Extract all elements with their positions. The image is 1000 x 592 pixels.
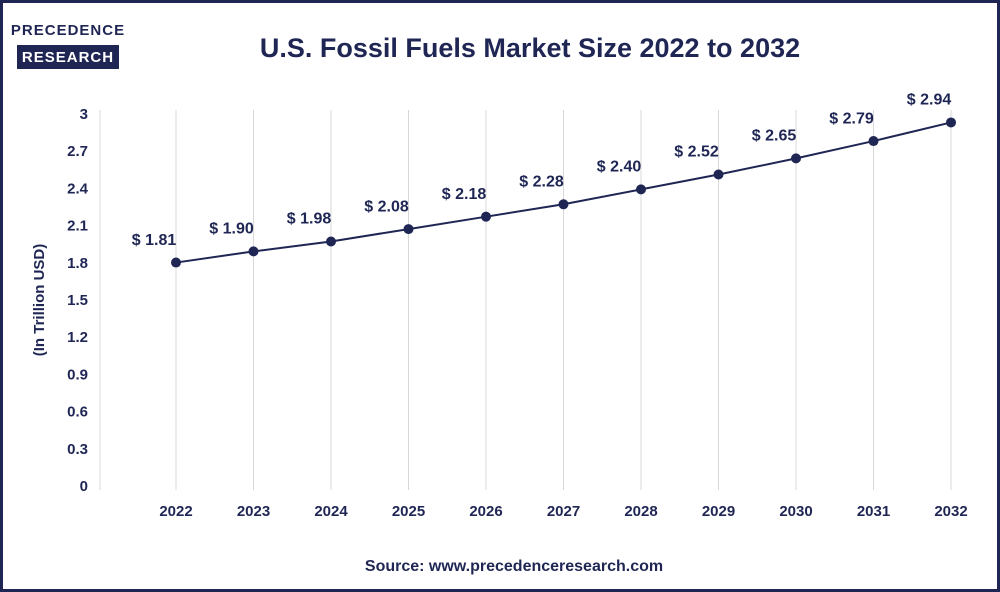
y-tick-label: 2.4 [67,180,89,197]
y-tick-label: 0.9 [67,366,88,383]
y-tick-label: 3 [80,106,88,123]
point [946,117,956,128]
point [636,184,646,195]
data-label: $ 2.18 [442,186,487,203]
logo-bottom: RESEARCH [22,49,114,66]
logo-box [17,45,119,69]
logo-top: PRECEDENCE [11,22,125,39]
y-tick-label: 1.8 [67,255,88,272]
x-tick-label: 2028 [624,503,657,520]
point [326,236,336,247]
data-label: $ 1.90 [209,221,254,238]
point [558,199,569,210]
y-tick-label: 0.3 [67,441,88,458]
x-tick-label: 2032 [934,503,967,520]
point [171,257,181,268]
y-tick-label: 2.1 [67,218,88,235]
x-tick-label: 2022 [159,503,192,520]
data-label: $ 2.52 [674,144,719,161]
point [868,136,879,147]
x-tick-label: 2026 [469,503,502,520]
x-tick-label: 2031 [857,503,890,520]
logo: PRECEDENCE RESEARCH [11,22,125,69]
y-tick-label: 1.5 [67,292,88,309]
data-label: $ 2.65 [752,128,797,145]
x-tick-label: 2025 [392,503,425,520]
x-tick-label: 2027 [547,503,580,520]
data-label: $ 2.08 [364,198,409,215]
x-tick-label: 2024 [314,503,348,520]
x-tick-label: 2023 [237,503,270,520]
data-label: $ 1.98 [287,211,332,228]
chart-title: U.S. Fossil Fuels Market Size 2022 to 20… [260,33,800,63]
data-label: $ 2.94 [907,92,952,109]
point [403,224,414,235]
point [713,169,724,180]
y-tick-label: 1.2 [67,329,88,346]
data-label: $ 2.40 [597,159,642,176]
data-label: $ 2.79 [829,110,874,127]
data-label: $ 1.81 [132,232,177,249]
point [791,153,801,164]
data-label: $ 2.28 [519,173,564,190]
y-tick-label: 2.7 [67,143,88,160]
y-tick-label: 0 [80,478,88,495]
y-tick-label: 0.6 [67,404,88,421]
source: Source: www.precedenceresearch.com [365,558,663,575]
x-tick-label: 2030 [779,503,812,520]
x-tick-label: 2029 [702,503,735,520]
point [248,246,259,257]
y-axis-label: (In Trillion USD) [31,244,48,357]
point [481,211,491,222]
